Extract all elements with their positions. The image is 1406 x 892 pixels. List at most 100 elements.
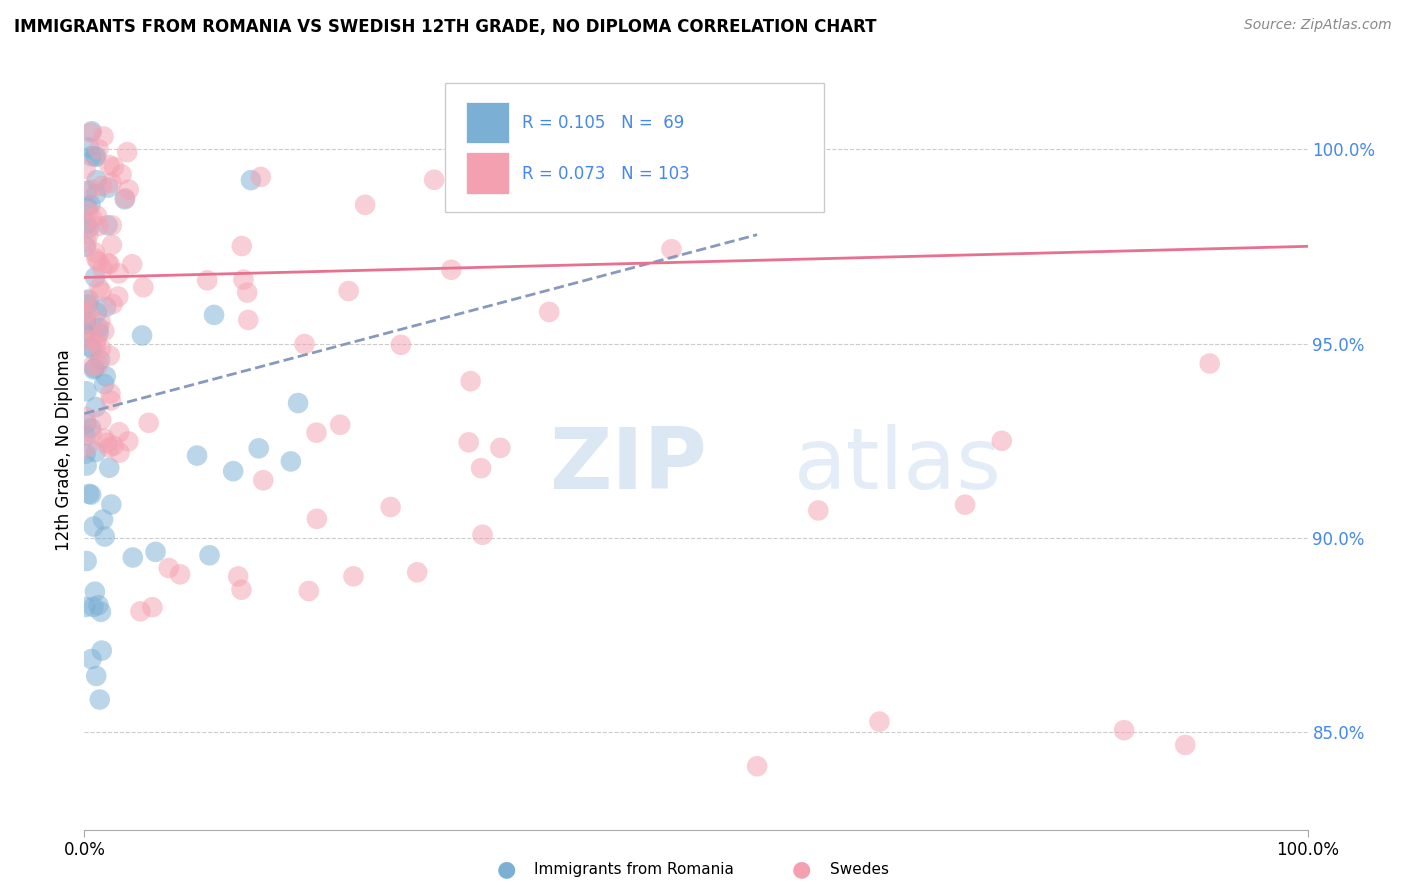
Point bbox=[90, 413, 112, 427]
Point bbox=[84, 187, 107, 202]
Point bbox=[100, 386, 122, 401]
Point bbox=[101, 238, 124, 252]
Point bbox=[232, 273, 254, 287]
Point bbox=[91, 512, 114, 526]
Text: ●: ● bbox=[496, 860, 516, 880]
Point bbox=[75, 307, 97, 321]
Point bbox=[101, 297, 124, 311]
Point bbox=[661, 242, 683, 256]
Point bbox=[129, 604, 152, 618]
Point bbox=[93, 324, 115, 338]
Point bbox=[84, 584, 107, 599]
Point bbox=[75, 161, 97, 176]
Point bbox=[1114, 723, 1136, 738]
Point bbox=[329, 417, 352, 432]
Point bbox=[77, 293, 100, 307]
Point bbox=[93, 129, 115, 144]
Point bbox=[98, 257, 121, 271]
Point bbox=[440, 262, 463, 277]
Point bbox=[77, 487, 100, 501]
Point bbox=[423, 173, 446, 187]
Point bbox=[236, 285, 259, 300]
Point bbox=[75, 240, 97, 254]
Point bbox=[76, 200, 98, 214]
Point bbox=[76, 235, 98, 249]
Text: Immigrants from Romania: Immigrants from Romania bbox=[534, 863, 734, 877]
Point bbox=[84, 400, 107, 414]
Point bbox=[132, 280, 155, 294]
Text: Source: ZipAtlas.com: Source: ZipAtlas.com bbox=[1244, 18, 1392, 32]
Point bbox=[96, 436, 118, 450]
Point bbox=[84, 445, 107, 459]
Point bbox=[298, 584, 321, 599]
Point bbox=[121, 257, 143, 271]
Point bbox=[231, 239, 253, 253]
Point bbox=[77, 203, 100, 218]
Point bbox=[108, 425, 131, 440]
Point bbox=[90, 643, 112, 657]
Point bbox=[94, 369, 117, 384]
Point bbox=[86, 333, 108, 347]
Point bbox=[294, 337, 316, 351]
Point bbox=[77, 140, 100, 154]
Point bbox=[121, 550, 143, 565]
Point bbox=[287, 396, 309, 410]
Point bbox=[117, 434, 139, 449]
Point bbox=[93, 432, 115, 446]
Point bbox=[83, 361, 105, 376]
Text: R = 0.073   N = 103: R = 0.073 N = 103 bbox=[522, 165, 690, 183]
Point bbox=[75, 417, 97, 431]
Point bbox=[93, 376, 115, 391]
Point bbox=[747, 759, 769, 773]
Point bbox=[89, 314, 111, 328]
Point bbox=[84, 149, 107, 163]
Point bbox=[77, 227, 100, 242]
Point bbox=[90, 342, 112, 356]
Point bbox=[953, 498, 976, 512]
Point bbox=[226, 569, 249, 583]
Point bbox=[110, 167, 132, 181]
Point bbox=[87, 598, 110, 612]
Point bbox=[86, 173, 108, 187]
Point bbox=[79, 340, 101, 354]
Point bbox=[538, 305, 561, 319]
Point bbox=[76, 184, 98, 198]
Point bbox=[87, 358, 110, 372]
Point bbox=[103, 439, 125, 453]
Point bbox=[489, 441, 512, 455]
Text: IMMIGRANTS FROM ROMANIA VS SWEDISH 12TH GRADE, NO DIPLOMA CORRELATION CHART: IMMIGRANTS FROM ROMANIA VS SWEDISH 12TH … bbox=[14, 18, 876, 36]
Point bbox=[98, 441, 121, 455]
Point bbox=[75, 325, 97, 339]
Point bbox=[222, 464, 245, 478]
Point bbox=[82, 359, 104, 373]
Point bbox=[75, 599, 97, 614]
Point bbox=[97, 180, 120, 194]
Point bbox=[141, 600, 163, 615]
Point bbox=[75, 314, 97, 328]
Point bbox=[100, 393, 122, 408]
Bar bbox=[465, 153, 509, 194]
Point bbox=[76, 458, 98, 473]
Point bbox=[114, 191, 136, 205]
Point bbox=[1198, 357, 1220, 371]
Point bbox=[239, 173, 262, 187]
Point bbox=[89, 352, 111, 367]
Point bbox=[91, 178, 114, 193]
Point bbox=[238, 313, 260, 327]
Point bbox=[991, 434, 1014, 448]
Point bbox=[90, 605, 112, 619]
Point bbox=[380, 500, 402, 514]
Point bbox=[75, 318, 97, 332]
Point bbox=[89, 692, 111, 706]
Point bbox=[354, 198, 377, 212]
Point bbox=[107, 267, 129, 281]
Point bbox=[94, 300, 117, 314]
Point bbox=[87, 321, 110, 335]
Point bbox=[138, 416, 160, 430]
Point bbox=[98, 460, 121, 475]
Text: R = 0.105   N =  69: R = 0.105 N = 69 bbox=[522, 114, 685, 132]
Point bbox=[77, 333, 100, 347]
Point bbox=[82, 211, 104, 226]
Point bbox=[305, 425, 328, 440]
Point bbox=[80, 126, 103, 140]
